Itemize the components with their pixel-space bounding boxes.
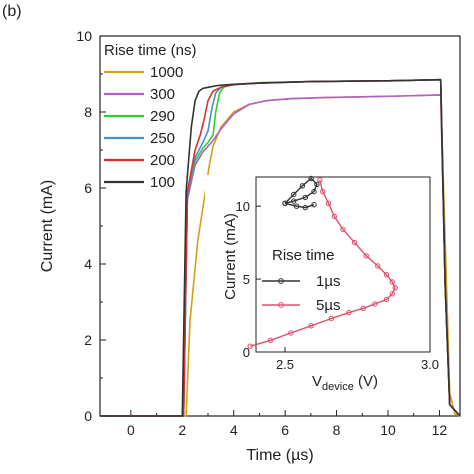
main-y-ticks: 0 2 4 6 8 10 bbox=[76, 28, 106, 424]
inset-point-5µs bbox=[389, 291, 395, 297]
inset-point-5µs bbox=[346, 309, 352, 316]
main-x-tick-label: 4 bbox=[230, 422, 238, 438]
inset-point-5µs bbox=[383, 272, 390, 278]
inset-point-1µs bbox=[293, 203, 300, 209]
inset-legend-label-1µs: 1µs bbox=[316, 273, 341, 290]
main-y-tick-label: 10 bbox=[76, 28, 92, 44]
main-chart: 0 2 4 6 8 10 12 0 2 4 6 8 10 Time (µs) Current (mA)… bbox=[39, 28, 461, 464]
inset-legend-label-5µs: 5µs bbox=[316, 297, 341, 314]
inset-x-label-sub: device bbox=[322, 381, 354, 393]
main-x-tick-label: 2 bbox=[178, 422, 186, 438]
main-y-axis-label: Current (mA) bbox=[39, 180, 56, 272]
inset-y-ticks: 0 5 10 bbox=[236, 199, 261, 360]
inset-point-5µs bbox=[340, 226, 346, 233]
inset-chart: 2.5 3.0 0 5 10 Vdevice (V) Current (mA) Ris… bbox=[205, 175, 439, 398]
legend-label-300: 300 bbox=[150, 86, 175, 103]
inset-point-5µs bbox=[351, 239, 358, 246]
inset-point-1µs bbox=[282, 200, 288, 207]
inset-x-ticks: 2.5 3.0 bbox=[276, 347, 439, 372]
inset-point-5µs bbox=[363, 253, 369, 259]
main-legend: Rise time (ns) 1000 300 290 250 200 100 bbox=[104, 42, 197, 191]
inset-legend-marker-1µs bbox=[278, 278, 284, 284]
inset-plot-frame bbox=[255, 176, 431, 353]
series-line-100 bbox=[100, 78, 461, 417]
legend-label-200: 200 bbox=[150, 152, 175, 169]
inset-point-5µs bbox=[288, 330, 294, 336]
main-x-tick-label: 12 bbox=[432, 422, 448, 438]
inset-series-line-5µs bbox=[250, 179, 396, 347]
main-y-tick-label: 4 bbox=[84, 256, 92, 272]
inset-point-1µs bbox=[311, 188, 317, 195]
main-y-tick-label: 8 bbox=[84, 104, 92, 120]
main-x-ticks: 0 2 4 6 8 10 12 bbox=[127, 410, 447, 438]
inset-x-tick-label: 3.0 bbox=[421, 357, 439, 372]
inset-legend-marker-5µs bbox=[278, 302, 284, 308]
inset-point-5µs bbox=[360, 305, 366, 311]
panel-label: (b) bbox=[2, 3, 22, 20]
main-y-tick-label: 0 bbox=[84, 408, 92, 424]
inset-x-axis-label: Vdevice (V) bbox=[312, 373, 378, 393]
inset-point-1µs bbox=[311, 202, 317, 208]
inset-point-5µs bbox=[325, 200, 332, 207]
inset-point-5µs bbox=[308, 323, 314, 329]
inset-point-5µs bbox=[383, 296, 390, 303]
main-x-tick-label: 8 bbox=[333, 422, 341, 438]
inset-point-1µs bbox=[302, 194, 308, 201]
inset-x-label-unit: (V) bbox=[354, 373, 378, 390]
legend-label-100: 100 bbox=[150, 174, 175, 191]
inset-point-5µs bbox=[317, 177, 323, 183]
inset-series-points bbox=[247, 175, 398, 349]
legend-label-290: 290 bbox=[150, 108, 175, 125]
inset-point-1µs bbox=[291, 191, 297, 198]
inset-point-5µs bbox=[247, 343, 253, 349]
main-series-lines bbox=[100, 78, 461, 417]
legend-label-1000: 1000 bbox=[150, 64, 183, 81]
inset-point-5µs bbox=[331, 213, 337, 220]
inset-y-tick-label: 0 bbox=[243, 345, 250, 360]
inset-point-5µs bbox=[320, 188, 326, 195]
inset-x-tick-label: 2.5 bbox=[276, 357, 294, 372]
inset-point-5µs bbox=[372, 301, 378, 307]
main-x-tick-label: 10 bbox=[380, 422, 396, 438]
inset-point-1µs bbox=[291, 198, 297, 204]
main-y-tick-label: 6 bbox=[84, 180, 92, 196]
inset-point-1µs bbox=[314, 181, 320, 188]
inset-point-5µs bbox=[375, 263, 381, 269]
inset-y-axis-label: Current (mA) bbox=[222, 213, 239, 300]
inset-point-1µs bbox=[302, 204, 308, 211]
inset-point-5µs bbox=[267, 337, 274, 343]
main-x-tick-label: 6 bbox=[281, 422, 289, 438]
legend-label-250: 250 bbox=[150, 130, 175, 147]
inset-point-5µs bbox=[328, 315, 335, 322]
main-x-axis-label: Time (µs) bbox=[246, 447, 313, 464]
main-y-tick-label: 2 bbox=[84, 332, 92, 348]
main-x-tick-label: 0 bbox=[127, 422, 135, 438]
inset-legend-title: Rise time bbox=[272, 247, 335, 264]
inset-y-tick-label: 10 bbox=[236, 199, 250, 214]
inset-point-1µs bbox=[308, 175, 314, 182]
main-legend-title: Rise time (ns) bbox=[104, 42, 197, 59]
inset-legend: Rise time 1µs 5µs bbox=[262, 247, 341, 314]
inset-x-label-main: V bbox=[312, 373, 322, 390]
inset-y-tick-label: 5 bbox=[243, 272, 250, 287]
inset-point-5µs bbox=[389, 279, 395, 285]
inset-point-1µs bbox=[299, 183, 306, 189]
inset-point-5µs bbox=[392, 285, 398, 291]
